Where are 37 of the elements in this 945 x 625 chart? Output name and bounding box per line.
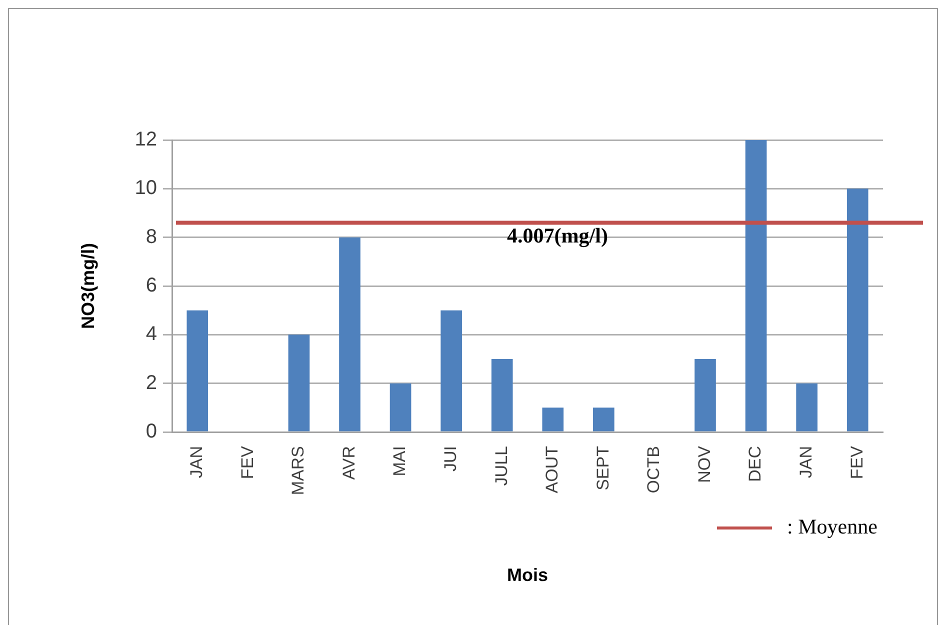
x-tick-label: SEPT: [593, 446, 612, 490]
bar: [745, 140, 767, 432]
bar: [440, 310, 462, 432]
x-tick-label: JAN: [187, 446, 206, 478]
x-tick-label: JULL: [492, 446, 511, 486]
bar: [339, 237, 360, 432]
x-tick-label: AVR: [339, 446, 358, 480]
x-tick-label: OCTB: [644, 446, 664, 494]
y-tick-label: 12: [134, 128, 157, 151]
bar: [288, 334, 310, 432]
y-axis-title: NO3(mg/l): [78, 242, 98, 330]
bar: [491, 359, 513, 432]
y-tick-label: 2: [146, 372, 157, 394]
x-axis-title: Mois: [506, 565, 548, 586]
y-tick-label: 10: [134, 177, 157, 200]
bar: [796, 383, 818, 432]
y-tick-label: 0: [146, 420, 157, 443]
x-tick-label: NOV: [694, 445, 714, 483]
x-tick-label: MAI: [390, 446, 410, 476]
x-tick-label: MARS: [288, 446, 308, 496]
annotation: 4.007(mg/l): [507, 224, 608, 248]
x-tick-label: AOUT: [542, 446, 562, 494]
y-tick-label: 8: [146, 226, 157, 248]
y-tick-label: 4: [146, 323, 157, 346]
bar: [542, 408, 564, 432]
x-tick-label: JUI: [441, 446, 460, 472]
bar: [186, 310, 208, 432]
bar: [593, 408, 614, 432]
bar: [390, 383, 412, 432]
x-tick-label: FEV: [238, 445, 257, 480]
x-tick-label: JAN: [796, 446, 816, 478]
bar: [694, 359, 716, 432]
y-tick-label: 6: [146, 274, 157, 297]
x-tick-label: FEV: [847, 445, 866, 480]
x-tick-label: DEC: [746, 446, 765, 482]
bar: [846, 188, 868, 432]
legend-label: : Moyenne: [787, 514, 878, 539]
